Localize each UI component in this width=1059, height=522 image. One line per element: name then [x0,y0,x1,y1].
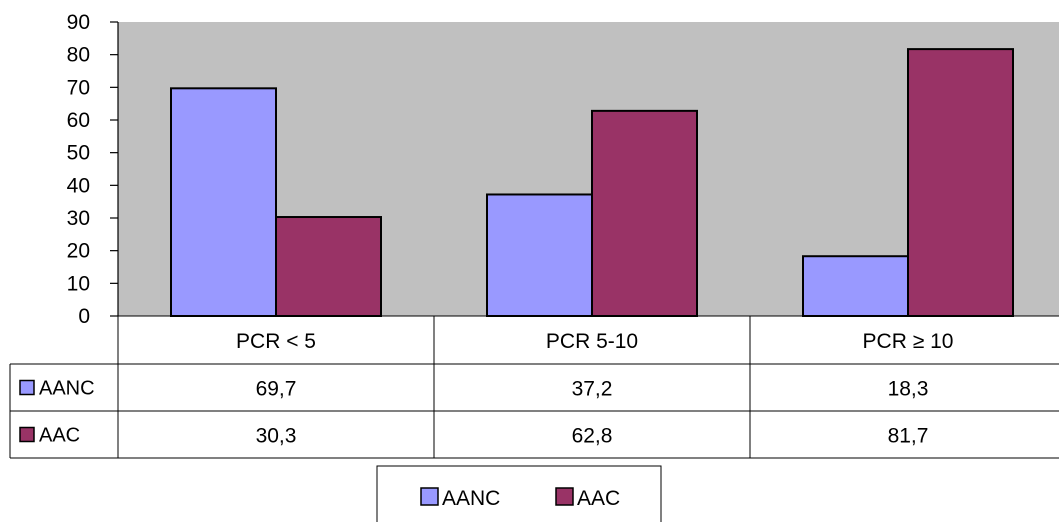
data-label: 69,7 [256,378,297,401]
data-label: 18,3 [888,378,929,401]
y-tick-label: 20 [67,240,90,263]
data-label: 81,7 [888,425,929,448]
category-label: PCR < 5 [236,330,316,353]
bar-aac-1 [275,216,382,318]
y-tick-label: 0 [78,305,90,328]
category-label: PCR ≥ 10 [863,330,954,353]
y-tick-label: 10 [67,272,90,295]
bar-aac-2 [591,109,698,317]
y-tick-label: 30 [67,207,90,230]
data-label: 37,2 [572,378,613,401]
bar-aanc-1 [170,87,277,317]
legend-label-aac: AAC [577,487,620,510]
series-swatch-aanc [19,379,35,396]
data-table: PCR < 5 PCR 5-10 PCR ≥ 10 AANC 69,7 37,2 18,3 A… [9,315,1059,459]
series-label-aac: AAC [39,425,80,447]
bar-aanc-3 [802,255,909,317]
bar-aac-3 [907,48,1014,317]
series-swatch-aac [19,426,35,443]
y-axis: 0 10 20 30 40 50 60 70 80 90 [67,11,119,328]
y-tick-label: 90 [67,11,90,34]
y-tick-label: 40 [67,174,90,197]
category-label: PCR 5-10 [546,330,638,353]
legend-swatch-aanc [420,487,439,506]
y-tick-label: 60 [67,109,90,132]
data-label: 30,3 [256,425,297,448]
series-label-aanc: AANC [39,378,95,400]
legend-label-aanc: AANC [442,487,500,510]
legend: AANC AAC [376,465,662,522]
y-tick-label: 80 [67,44,90,67]
data-label: 62,8 [572,425,613,448]
bar-aanc-2 [486,193,593,317]
y-tick-label: 70 [67,76,90,99]
bars [170,48,1014,318]
y-tick-label: 50 [67,142,90,165]
legend-swatch-aac [555,487,574,506]
